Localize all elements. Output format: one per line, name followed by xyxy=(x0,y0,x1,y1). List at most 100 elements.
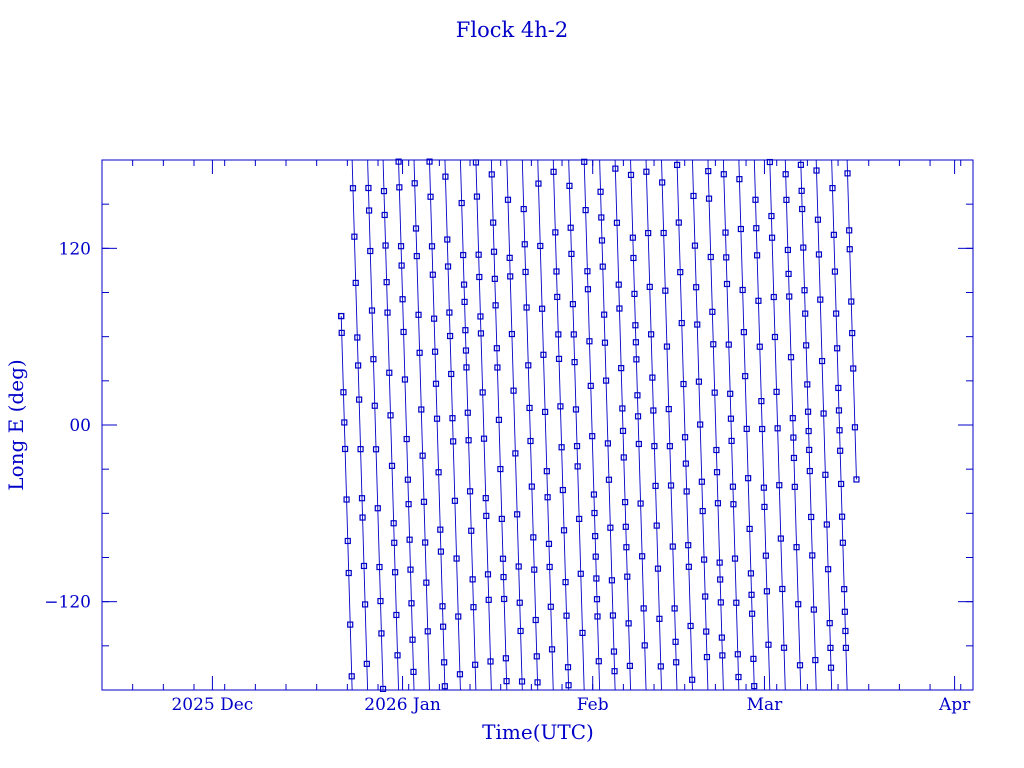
data-point xyxy=(535,180,542,187)
data-point xyxy=(611,668,618,675)
data-point xyxy=(671,605,678,612)
data-point xyxy=(653,522,660,529)
data-point xyxy=(338,312,345,320)
data-point xyxy=(629,234,636,241)
data-point xyxy=(604,440,612,447)
data-point xyxy=(822,471,829,478)
data-point xyxy=(502,655,509,662)
data-point xyxy=(755,297,762,304)
data-point xyxy=(510,387,517,394)
x-tick-labels: 2025 Dec 2026 Jan Feb Mar Apr xyxy=(171,695,971,715)
data-point xyxy=(533,653,540,660)
data-point xyxy=(348,673,355,680)
data-point xyxy=(563,612,570,619)
data-point xyxy=(830,231,837,238)
data-point xyxy=(408,600,415,607)
data-point xyxy=(745,475,752,482)
data-point xyxy=(771,333,779,341)
data-point xyxy=(564,664,572,671)
data-point xyxy=(633,356,640,363)
data-point xyxy=(701,556,708,563)
data-point xyxy=(711,389,718,396)
data-point xyxy=(722,229,729,236)
data-point xyxy=(809,552,816,559)
data-point xyxy=(780,644,788,651)
data-point xyxy=(450,438,457,445)
series-line-segment xyxy=(382,160,400,691)
data-point xyxy=(851,424,859,431)
data-point xyxy=(370,356,377,363)
data-point xyxy=(753,252,761,259)
data-point xyxy=(610,648,618,655)
data-point xyxy=(651,443,658,450)
data-point xyxy=(360,562,368,570)
data-point xyxy=(841,586,848,593)
y-tick-labels: 120 00 −120 xyxy=(44,239,91,612)
series-line-segment xyxy=(552,160,570,691)
data-point xyxy=(472,661,479,668)
data-point xyxy=(641,642,648,649)
data-point xyxy=(473,193,481,200)
data-point xyxy=(475,251,482,258)
data-point xyxy=(439,603,446,610)
data-point xyxy=(798,187,805,194)
data-point xyxy=(730,501,737,508)
data-point xyxy=(465,437,472,444)
data-point xyxy=(461,298,468,305)
data-point xyxy=(512,450,519,457)
data-point xyxy=(842,627,849,635)
data-point xyxy=(354,334,361,341)
data-point xyxy=(609,612,617,619)
series-line-segment xyxy=(769,160,786,691)
data-point xyxy=(517,627,524,635)
data-point xyxy=(420,498,428,505)
data-point xyxy=(432,380,440,387)
data-point xyxy=(376,563,383,571)
data-point xyxy=(362,601,369,608)
data-point xyxy=(662,287,669,294)
data-point xyxy=(693,284,700,291)
data-point xyxy=(697,421,704,428)
data-point xyxy=(429,271,436,278)
data-point xyxy=(484,571,492,578)
data-point xyxy=(520,205,527,213)
data-point xyxy=(779,585,786,593)
data-point xyxy=(394,652,401,659)
data-point xyxy=(574,463,581,470)
series-line-segment xyxy=(444,160,461,691)
data-point xyxy=(646,283,653,291)
data-point xyxy=(441,683,448,690)
data-point xyxy=(616,305,623,312)
data-point xyxy=(378,630,385,637)
data-point xyxy=(838,480,845,488)
data-point xyxy=(713,469,721,476)
data-point xyxy=(835,384,842,392)
data-point xyxy=(381,211,388,219)
series-line-segment xyxy=(661,160,678,691)
data-point xyxy=(623,544,630,551)
data-point xyxy=(666,443,673,450)
data-point xyxy=(796,662,804,669)
data-point xyxy=(493,345,500,352)
data-point xyxy=(763,588,771,595)
data-point xyxy=(537,242,544,250)
data-point xyxy=(685,563,692,570)
data-point xyxy=(460,251,467,259)
data-point xyxy=(396,184,403,191)
data-point xyxy=(777,535,784,542)
data-point xyxy=(717,599,724,606)
data-point xyxy=(759,425,766,433)
data-point xyxy=(713,446,720,454)
data-point xyxy=(827,644,834,651)
data-point xyxy=(814,216,822,223)
data-point xyxy=(849,329,856,337)
data-point xyxy=(774,425,781,432)
data-point xyxy=(476,273,483,281)
series-line-segment xyxy=(831,160,848,691)
data-point xyxy=(831,268,839,275)
data-point xyxy=(470,604,477,611)
data-point xyxy=(468,527,475,534)
data-point xyxy=(403,435,410,443)
data-point xyxy=(460,281,468,288)
data-point xyxy=(753,225,760,232)
